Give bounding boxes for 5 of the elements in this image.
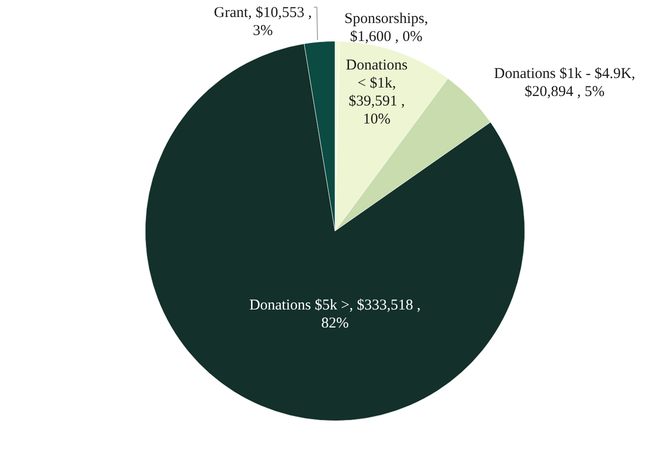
slice-label: Donations $1k - $4.9K, $20,894 , 5% — [494, 66, 636, 100]
slice-label: Donations $5k >, $333,518 , 82% — [249, 297, 421, 332]
slice-label: Sponsorships, $1,600 , 0% — [344, 10, 428, 45]
slice-label: Grant, $10,553 , 3% — [214, 5, 312, 40]
slice-label: Donations < $1k, $39,591 , 10% — [346, 57, 408, 128]
